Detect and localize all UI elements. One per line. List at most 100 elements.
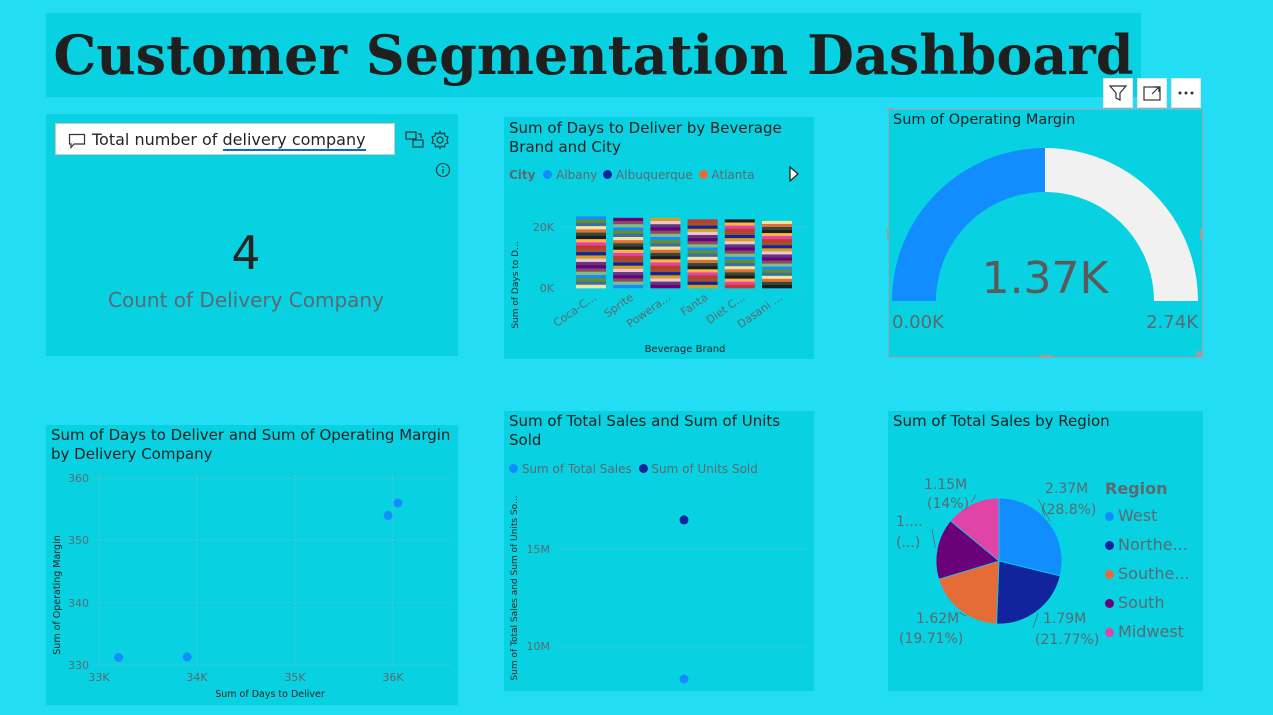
bar-chart-legend: City Albany Albuquerque Atlanta [509,168,754,182]
bar-segment [650,240,681,244]
pie-slice-southeast[interactable] [938,560,1000,625]
bar-segment [613,233,644,238]
scatter-point[interactable] [182,652,192,662]
pie-slice-south[interactable] [935,520,1000,580]
bar-segment [576,252,606,256]
bar-segment [576,284,606,289]
resize-handle[interactable] [1039,355,1053,357]
scatter-title: Sum of Days to Deliver and Sum of Operat… [51,426,451,463]
bar-segment [576,235,606,240]
bar-segment [650,278,681,282]
bar-segment [762,239,792,243]
legend-item: Sum of Total Sales [521,462,632,476]
pie-leader-line [931,528,936,549]
resize-handle[interactable] [1196,351,1202,357]
scatter-point[interactable] [393,498,403,508]
card-label: Count of Delivery Company [108,288,384,312]
info-icon[interactable] [435,162,451,178]
qa-question-input[interactable]: Total number of delivery company [55,123,395,155]
bar-segment [762,257,792,261]
bar-1[interactable] [613,217,644,289]
legend-dot-albuquerque [603,170,613,179]
bar-segment [687,231,718,236]
bar-segment [724,256,755,261]
focus-mode-button[interactable] [1137,78,1167,108]
bar-segment [762,281,792,286]
legend-next-arrow-icon[interactable] [788,166,800,182]
bar-x-tick: Coca-C... [551,291,599,330]
bar-segment [687,275,718,279]
pie-label-midwest-pct: (14%) [927,496,969,512]
bar-segment [650,265,681,270]
bar-segment [724,278,755,283]
more-options-icon [1178,91,1194,95]
bar-segment [613,252,644,257]
resize-handle[interactable] [1200,228,1202,240]
bar-segment [724,228,755,233]
pie-legend-item-southeast: Southe... [1105,559,1190,588]
bar-segment [576,229,606,233]
scatter-point[interactable] [114,653,124,662]
gear-icon[interactable] [430,130,450,150]
pie-chart: 2.37M (28.8%) 1.79M (21.77%) 1.62M (19.7… [896,477,1099,648]
gauge-panel[interactable]: Sum of Operating Margin 1.37K 0.00K 2.74… [887,108,1203,358]
bar-segment [650,284,681,289]
bar-x-axis-title: Beverage Brand [645,344,726,355]
bar-segment [576,232,606,237]
qa-card-panel: Total number of delivery company 4 Count… [46,114,458,356]
expand-icon [1143,86,1161,101]
legend-dot [1105,599,1114,608]
sales-units-point[interactable] [679,515,689,525]
sales-units-chart: Sum of Total Sales and Sum of Units So..… [510,495,809,684]
bar-segment [650,259,681,263]
bar-segment [613,272,644,276]
convert-visual-icon[interactable] [405,131,425,149]
bar-5[interactable] [762,220,792,289]
bar-0[interactable] [576,216,606,289]
resize-handle[interactable] [887,228,889,240]
scatter-x-tick: 36K [382,671,404,684]
bar-segment [762,284,792,289]
legend-dot-units-sold [638,464,648,473]
bar-segment [724,281,755,286]
pie-data-labels: 2.37M (28.8%) 1.79M (21.77%) 1.62M (19.7… [896,477,1099,648]
bar-4[interactable] [724,219,755,289]
legend-dot-albany [543,170,553,179]
bar-segment [613,256,644,260]
pie-label-south-value: 1.... [896,514,923,530]
filter-button[interactable] [1103,78,1133,108]
bar-segment [762,269,792,274]
bar-segment [724,259,755,264]
resize-handle[interactable] [887,108,893,110]
bar-segment [687,263,718,267]
scatter-point[interactable] [383,510,393,520]
bar-segment [613,281,644,286]
bar-segment [762,236,792,240]
pie-legend-item-south: South [1105,588,1190,617]
pie-slice-northeast[interactable] [996,560,1061,625]
scatter-y-tick: 350 [68,534,89,547]
bar-segment [687,250,718,254]
bar-y-tick: 0K [540,282,555,295]
pie-slice-west[interactable] [998,497,1063,577]
scatter-y-tick: 330 [68,659,89,672]
bar-segment [762,223,792,228]
bar-segment [724,225,755,230]
bar-segment [762,278,792,283]
bar-segment [613,240,644,244]
bar-segment [724,222,755,226]
bar-segment [724,244,755,248]
sales-units-point[interactable] [679,674,689,684]
bar-segment [613,262,644,266]
bar-segment [613,217,644,222]
more-options-button[interactable] [1171,78,1201,108]
bar-2[interactable] [650,217,681,289]
bar-segment [576,216,606,220]
bar-segment [687,225,718,230]
bar-segment [724,266,755,270]
pie-slice-midwest[interactable] [949,497,1000,562]
bar-3[interactable] [687,219,718,289]
bar-segment [576,278,606,282]
bar-segment [687,219,718,223]
bar-segment [650,272,681,276]
